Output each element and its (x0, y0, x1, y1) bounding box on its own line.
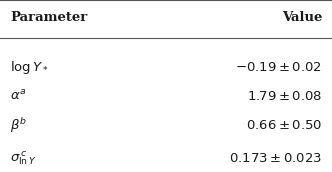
Text: $0.173 \pm 0.023$: $0.173 \pm 0.023$ (229, 152, 322, 165)
Text: $-0.19 \pm 0.02$: $-0.19 \pm 0.02$ (235, 61, 322, 74)
Text: $\log Y_*$: $\log Y_*$ (10, 59, 48, 76)
Text: $0.66 \pm 0.50$: $0.66 \pm 0.50$ (246, 119, 322, 132)
Text: $\sigma_{\ln Y}^{\,c}$: $\sigma_{\ln Y}^{\,c}$ (10, 149, 37, 167)
Text: Value: Value (282, 11, 322, 24)
Text: $\beta^b$: $\beta^b$ (10, 116, 27, 135)
Text: Parameter: Parameter (10, 11, 87, 24)
Text: $\alpha^a$: $\alpha^a$ (10, 89, 26, 103)
Text: $1.79 \pm 0.08$: $1.79 \pm 0.08$ (247, 90, 322, 103)
